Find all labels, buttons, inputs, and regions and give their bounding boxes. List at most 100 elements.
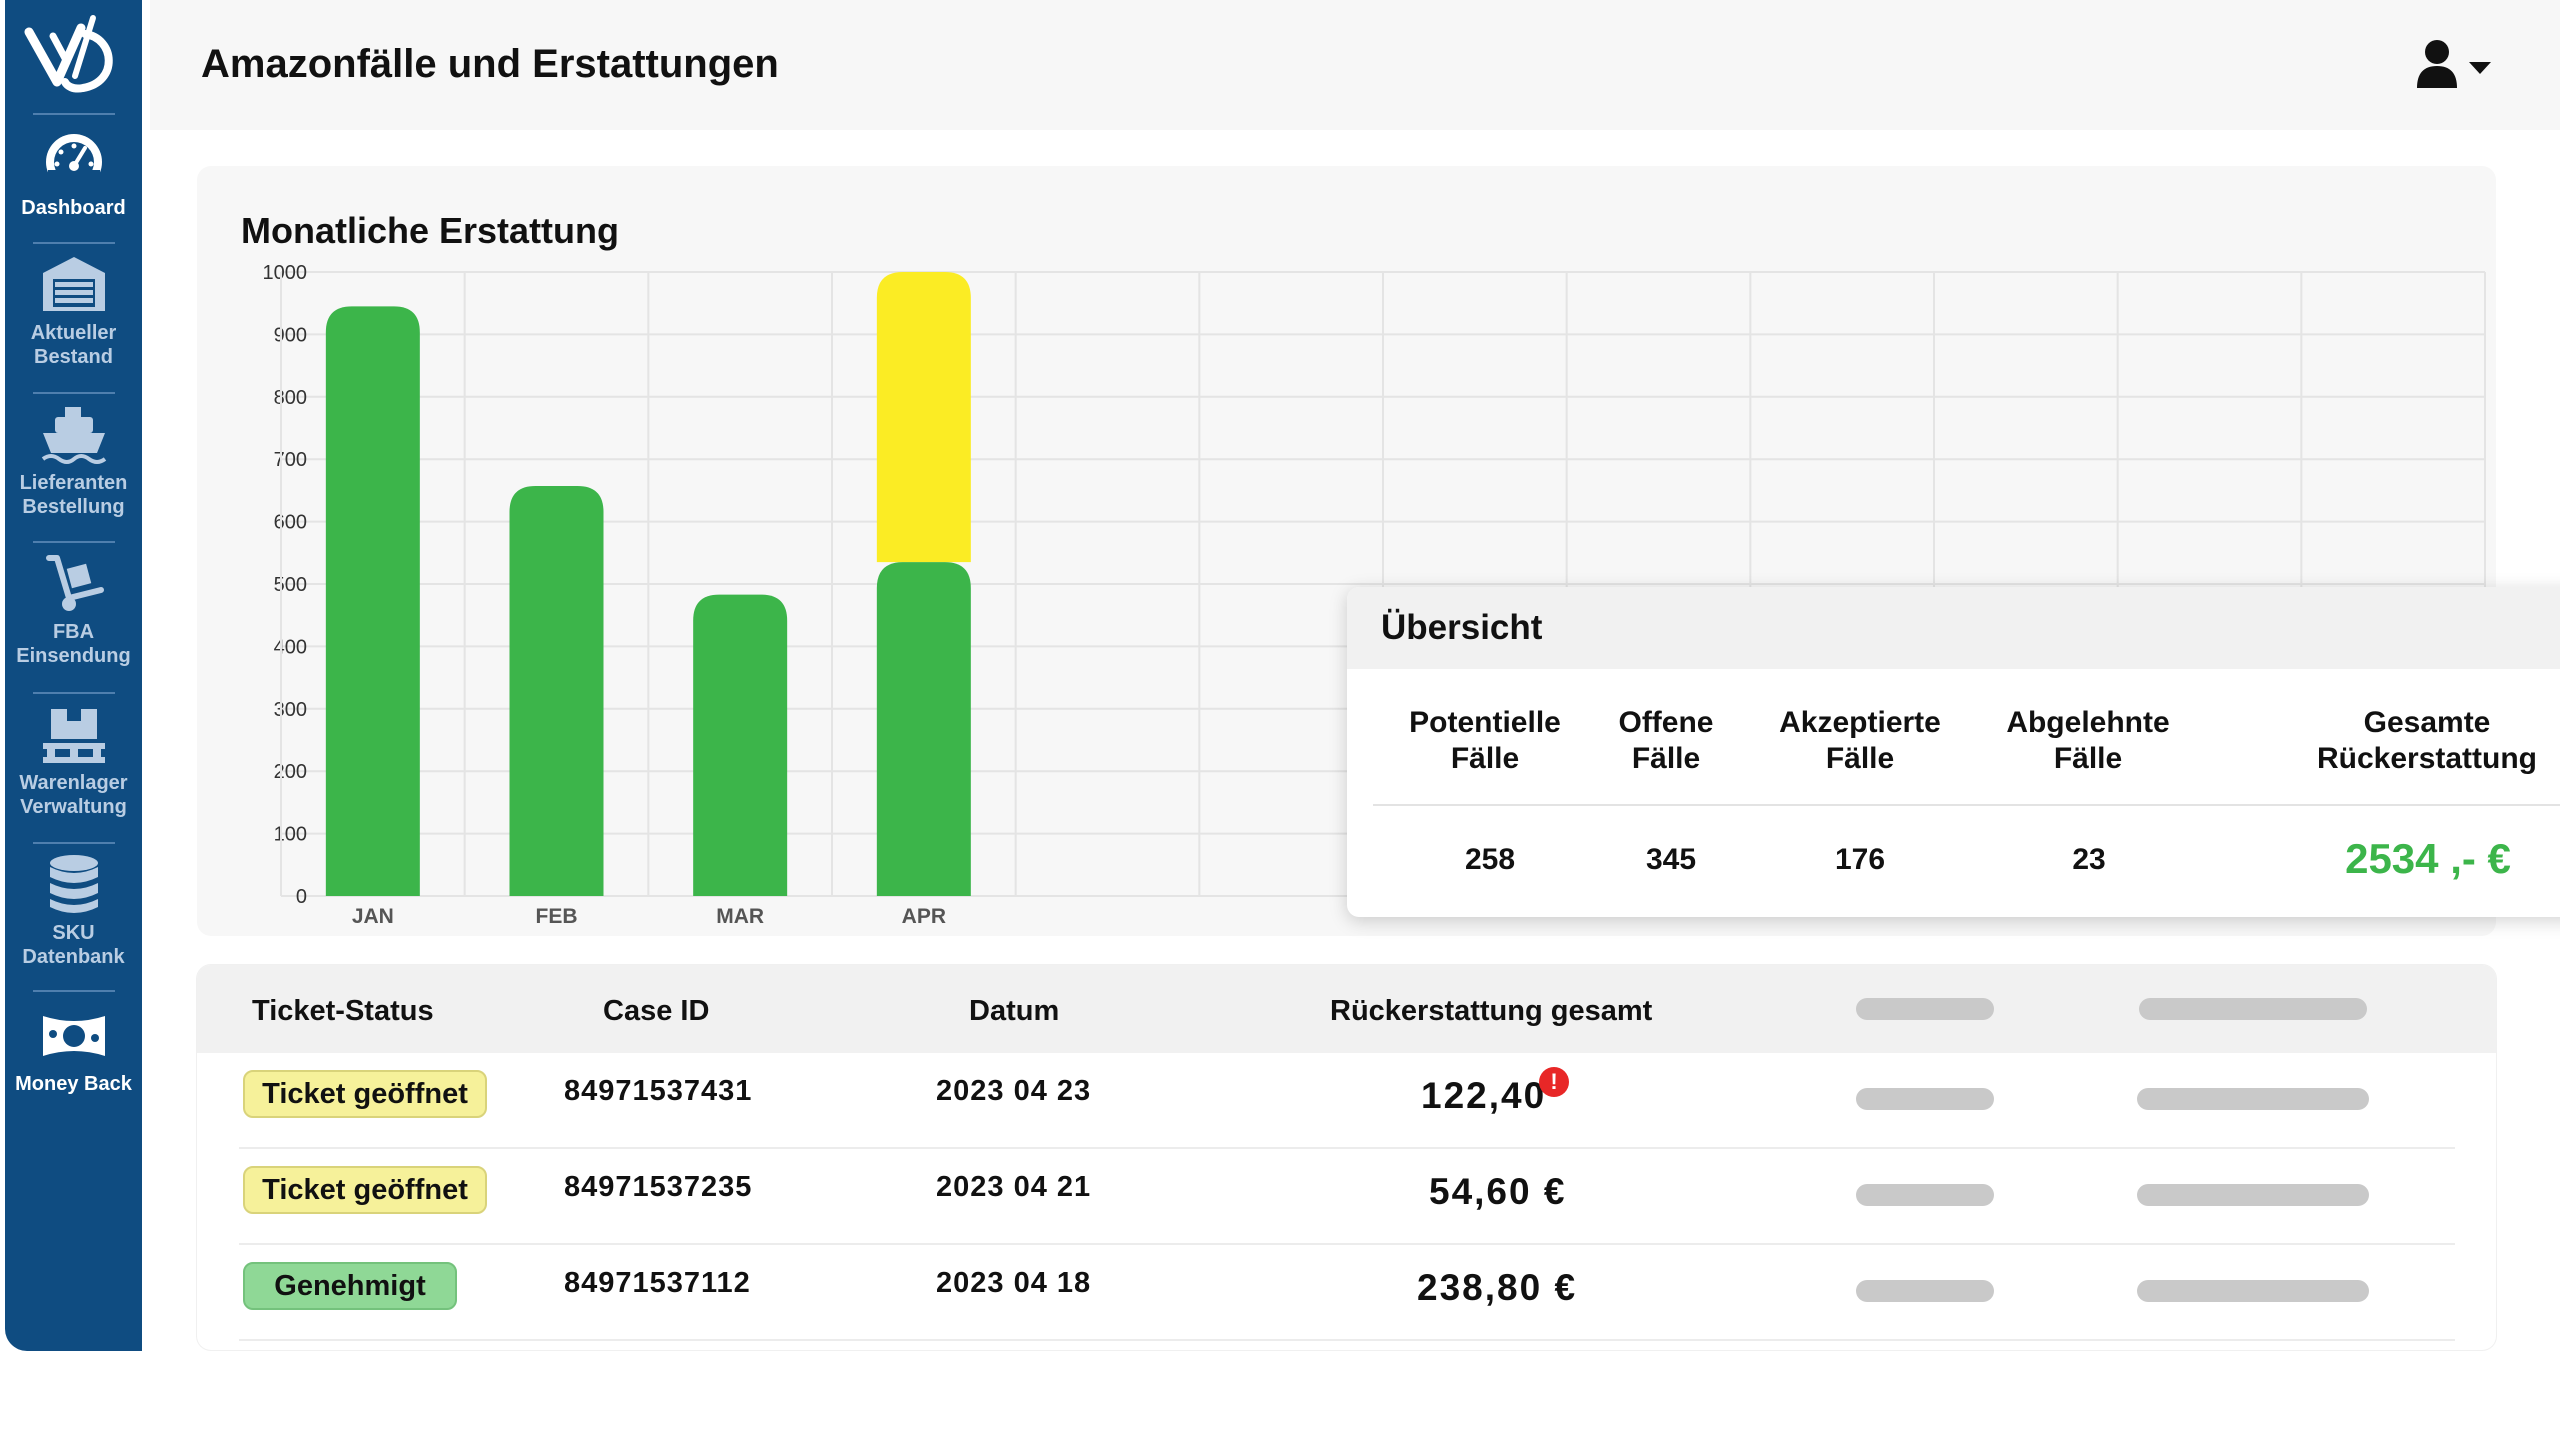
nav-divider [33,692,115,694]
overview-open-value-wrap: 345 [1571,803,1771,877]
case-id: 84971537235 [564,1171,753,1203]
bar-jan-segment-0[interactable] [325,306,420,896]
nav-divider [33,113,115,115]
table-row[interactable]: Genehmigt 84971537112 2023 04 18 238,80 … [197,1245,2496,1341]
overview-potential-cases: Potentielle Fälle [1385,705,1585,777]
sidebar-item-label: FBA Einsendung [16,621,131,667]
y-tick-label: 700 [274,449,307,471]
sidebar-item-label: Dashboard [21,197,126,219]
status-badge: Ticket geöffnet [243,1166,487,1214]
sidebar-item-lieferanten-bestellung[interactable]: Lieferanten Bestellung [5,403,142,519]
overview-label: Offene Fälle [1618,706,1714,775]
nav-divider [33,541,115,543]
overview-value: 23 [2072,843,2106,876]
x-tick-label: MAR [716,905,764,928]
bar-apr-segment-0[interactable] [876,562,971,896]
overview-accepted-value-wrap: 176 [1755,803,1965,877]
y-tick-label: 1000 [263,262,308,284]
overview-value: 345 [1645,843,1697,876]
sidebar-item-label: Warenlager Verwaltung [19,772,128,818]
sidebar-item-warenlager-verwaltung[interactable]: Warenlager Verwaltung [5,703,142,819]
date-cell: 2023 04 18 [936,1267,1092,1299]
status-badge: Genehmigt [243,1262,457,1310]
row-placeholder [2137,1184,2369,1206]
overview-value: 258 [1464,843,1516,876]
overview-divider [1373,804,2560,806]
nav-divider [33,392,115,394]
sidebar-item-dashboard[interactable]: Dashboard [5,128,142,220]
overview-value: 176 [1834,843,1886,876]
row-placeholder [1856,1280,1994,1302]
case-id: 84971537112 [564,1267,751,1299]
row-placeholder [2137,1088,2369,1110]
status-badge: Ticket geöffnet [243,1070,487,1118]
date-cell: 2023 04 21 [936,1171,1092,1203]
row-placeholder [1856,1184,1994,1206]
header-placeholder [2139,998,2367,1020]
speedometer-icon [45,134,102,190]
money-icon [42,1016,105,1056]
y-tick-label: 0 [296,886,307,908]
sidebar-item-money-back[interactable]: Money Back [5,1004,142,1096]
alert-icon[interactable]: ! [1539,1067,1569,1097]
date-cell: 2023 04 23 [936,1075,1092,1107]
bar-feb-segment-0[interactable] [509,486,604,896]
chevron-down-icon [2469,62,2491,74]
row-divider [239,1339,2455,1341]
overview-panel: Übersicht Potentielle Fälle 258 Offene F… [1347,587,2560,917]
row-divider [239,1243,2455,1245]
table-header: Ticket-Status Case ID Datum Rückerstattu… [197,965,2496,1053]
y-tick-label: 100 [274,824,307,846]
top-header: Amazonfälle und Erstattungen [150,0,2560,130]
y-tick-label: 200 [274,761,307,783]
table-row[interactable]: Ticket geöffnet 84971537431 2023 04 23 1… [197,1053,2496,1149]
column-header-date: Datum [969,995,1060,1027]
refund-amount: 238,80 € [1417,1267,1578,1308]
overview-open-cases: Offene Fälle [1571,705,1761,777]
sidebar-item-label: Aktueller Bestand [30,322,117,368]
sidebar-item-label: Lieferanten Bestellung [19,472,128,518]
overview-label: Abgelehnte Fälle [2006,706,2170,775]
bar-apr-segment-1[interactable] [876,272,971,563]
ship-icon [41,407,106,464]
overview-potential-value-wrap: 258 [1385,803,1595,877]
overview-total-refund: Gesamte Rückerstattung [2287,705,2560,777]
page-title: Amazonfälle und Erstattungen [201,42,779,86]
overview-label: Potentielle Fälle [1409,706,1561,775]
overview-title: Übersicht [1347,587,2560,669]
overview-label: Akzeptierte Fälle [1779,706,1941,775]
row-divider [239,1147,2455,1149]
sidebar: Dashboard Aktueller Bestand Lieferanten … [5,0,142,1351]
monthly-refund-chart: 0 100 200 300 400 500 600 700 800 900 1000 JAN FEB MA… [263,262,2486,928]
overview-rejected-cases: Abgelehnte Fälle [1983,705,2193,777]
x-tick-label: FEB [536,905,578,928]
column-header-refund-total: Rückerstattung gesamt [1330,995,1653,1027]
overview-rejected-value-wrap: 23 [1983,803,2195,877]
sidebar-item-aktueller-bestand[interactable]: Aktueller Bestand [5,253,142,369]
bar-mar-segment-0[interactable] [693,594,788,896]
y-tick-label: 900 [274,324,307,346]
y-tick-label: 300 [274,699,307,721]
y-tick-label: 500 [274,574,307,596]
sidebar-item-sku-datenbank[interactable]: SKU Datenbank [5,853,142,969]
table-row[interactable]: Ticket geöffnet 84971537235 2023 04 21 5… [197,1149,2496,1245]
sidebar-item-fba-einsendung[interactable]: FBA Einsendung [5,552,142,668]
brand-logo [24,15,113,93]
y-tick-label: 600 [274,512,307,534]
overview-accepted-cases: Akzeptierte Fälle [1755,705,1965,777]
ticket-table: Ticket-Status Case ID Datum Rückerstattu… [197,965,2496,1350]
chart-title: Monatliche Erstattung [241,210,620,251]
database-icon [49,855,98,913]
row-placeholder [1856,1088,1994,1110]
header-placeholder [1856,998,1994,1020]
monthly-refund-chart-card: 0 100 200 300 400 500 600 700 800 900 1000 JAN FEB MA… [197,166,2560,936]
user-menu-button[interactable] [2415,36,2505,96]
case-id: 84971537431 [564,1075,753,1107]
user-icon [2417,40,2491,88]
sidebar-item-label: Money Back [15,1073,132,1095]
overview-total-value-wrap: 2534 ,- € [2287,803,2560,883]
nav-divider [33,242,115,244]
x-tick-label: JAN [352,905,394,928]
row-placeholder [2137,1280,2369,1302]
column-header-case-id: Case ID [603,995,710,1027]
